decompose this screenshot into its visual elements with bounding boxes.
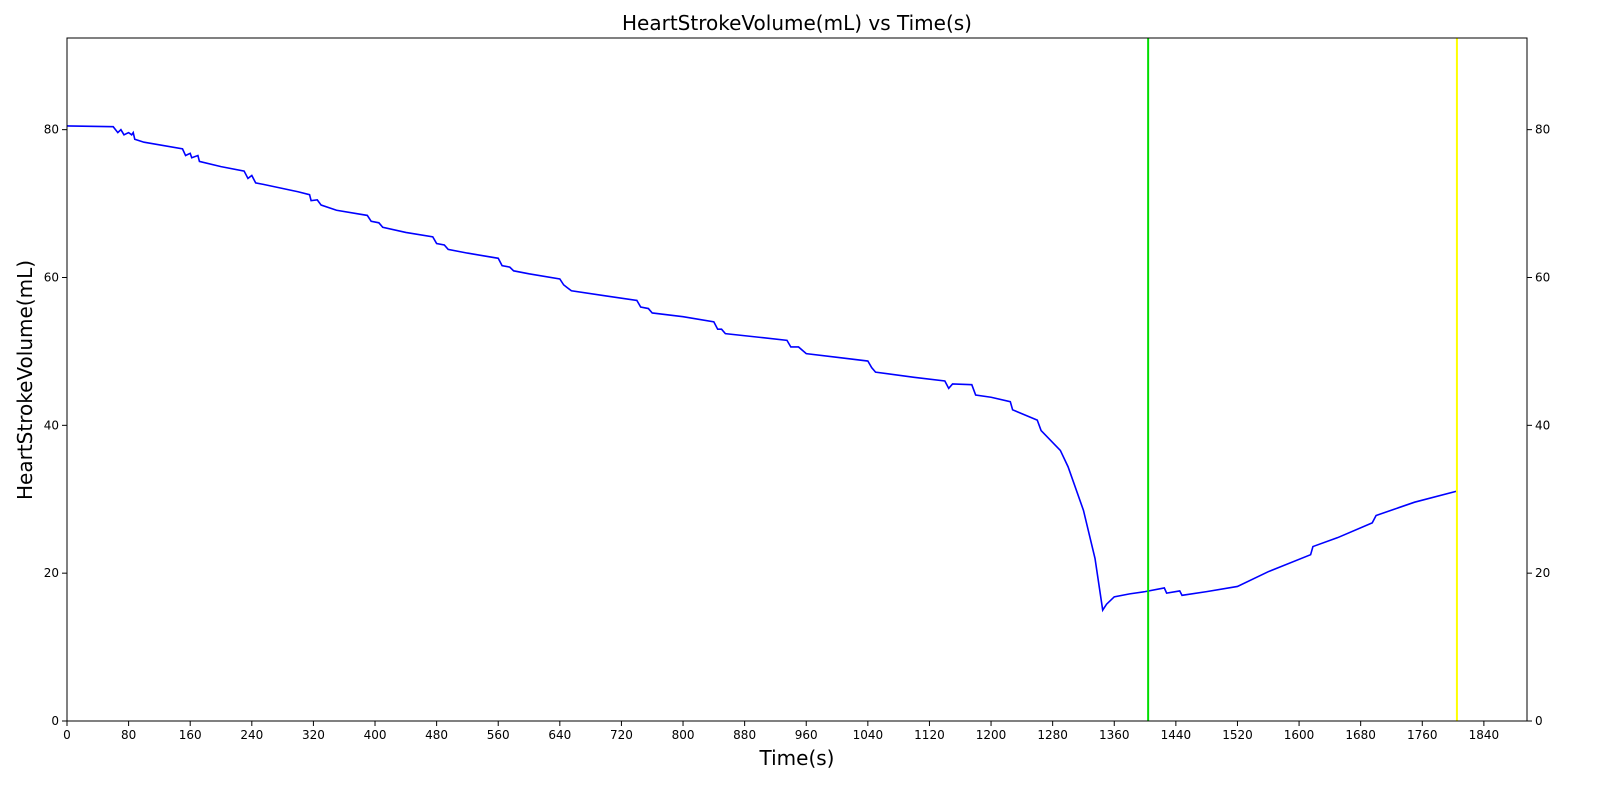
x-tick-label: 560 [487, 728, 510, 742]
x-tick-label: 720 [610, 728, 633, 742]
y2-tick-label: 40 [1535, 418, 1550, 432]
x-tick-label: 640 [548, 728, 571, 742]
x-tick-label: 1840 [1469, 728, 1500, 742]
y-tick-label: 0 [51, 714, 59, 728]
y2-tick-label: 80 [1535, 123, 1550, 137]
x-tick-label: 1200 [976, 728, 1007, 742]
x-axis-label: Time(s) [759, 746, 835, 770]
chart-title: HeartStrokeVolume(mL) vs Time(s) [622, 11, 972, 35]
x-tick-label: 160 [179, 728, 202, 742]
data-line [66, 125, 1458, 613]
y2-tick-label: 0 [1535, 714, 1543, 728]
x-tick-label: 1040 [853, 728, 884, 742]
x-tick-label: 1520 [1222, 728, 1253, 742]
y2-tick-label: 60 [1535, 270, 1550, 284]
x-tick-label: 960 [795, 728, 818, 742]
x-tick-label: 1600 [1284, 728, 1315, 742]
y-axis-label: HeartStrokeVolume(mL) [13, 260, 37, 500]
x-tick-label: 0 [63, 728, 71, 742]
x-tick-label: 1120 [914, 728, 945, 742]
x-tick-label: 1680 [1345, 728, 1376, 742]
y-tick-label: 20 [44, 566, 59, 580]
y2-tick-label: 20 [1535, 566, 1550, 580]
x-tick-label: 400 [364, 728, 387, 742]
y-tick-label: 40 [44, 418, 59, 432]
x-tick-label: 80 [121, 728, 136, 742]
x-tick-label: 880 [733, 728, 756, 742]
x-tick-label: 320 [302, 728, 325, 742]
x-tick-label: 1280 [1037, 728, 1068, 742]
x-tick-label: 240 [240, 728, 263, 742]
y-tick-label: 60 [44, 270, 59, 284]
plot-frame [66, 37, 1528, 722]
x-tick-label: 1360 [1099, 728, 1130, 742]
x-tick-label: 1760 [1407, 728, 1438, 742]
x-tick-label: 480 [425, 728, 448, 742]
x-tick-label: 1440 [1161, 728, 1192, 742]
x-tick-label: 800 [672, 728, 695, 742]
y-tick-label: 80 [44, 123, 59, 137]
